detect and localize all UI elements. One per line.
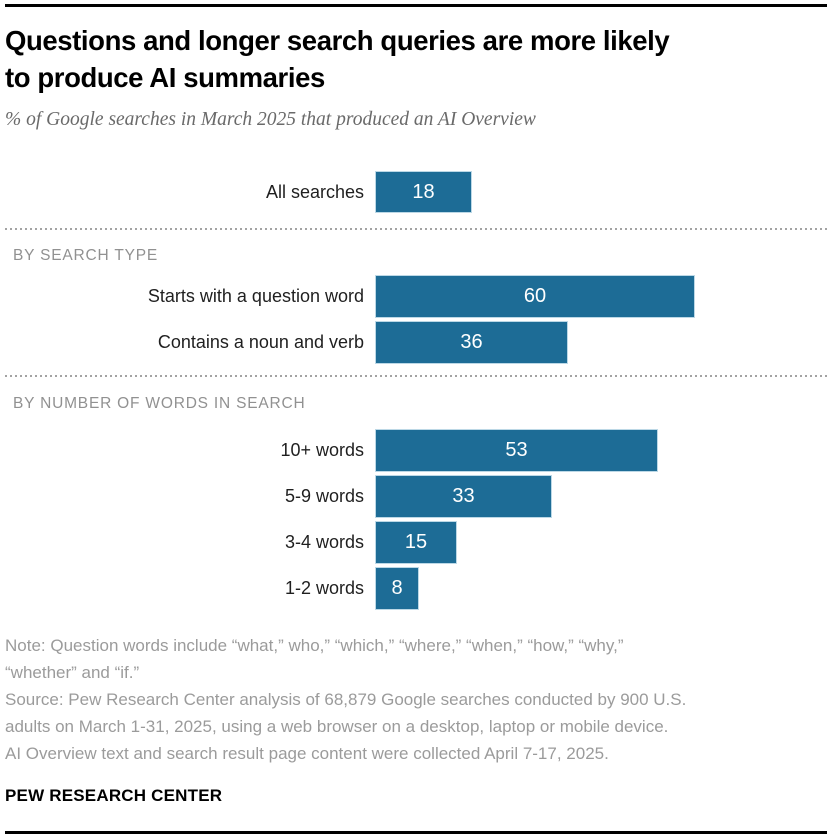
row-label-3-4-words: 3-4 words <box>284 532 364 552</box>
bar-5-9-words: 33 <box>376 476 551 517</box>
bar-value-label: 36 <box>460 331 483 353</box>
source-note-line: Source: Pew Research Center analysis of … <box>5 690 687 709</box>
bar-3-4-words: 15 <box>376 522 456 563</box>
bar-value-label: 53 <box>505 439 528 461</box>
bar-value-label: 8 <box>391 577 403 599</box>
section-header-word-count: BY NUMBER OF WORDS IN SEARCH <box>13 395 306 412</box>
source-note-line: adults on March 1-31, 2025, using a web … <box>5 717 669 736</box>
bar-value-label: 15 <box>404 531 428 553</box>
top-rule <box>5 4 827 7</box>
bar-all-searches: 18 <box>376 172 471 212</box>
bar-value-label: 18 <box>412 180 435 203</box>
row-label-1-2-words: 1-2 words <box>284 578 364 598</box>
row-label-question-word: Starts with a question word <box>147 286 364 306</box>
bar-value-label: 33 <box>452 485 475 507</box>
row-label-noun-verb: Contains a noun and verb <box>157 332 364 352</box>
section-header-search-type: BY SEARCH TYPE <box>13 247 159 264</box>
chart-title-line-1: Questions and longer search queries are … <box>5 25 670 56</box>
bar-1-2-words: 8 <box>376 568 418 609</box>
chart-subtitle: % of Google searches in March 2025 that … <box>5 109 536 130</box>
bar-question-word: 60 <box>376 276 694 317</box>
bottom-rule <box>5 831 827 834</box>
row-label-all-searches: All searches <box>265 182 364 202</box>
bar-value-label: 60 <box>523 285 547 307</box>
brand-footer: PEW RESEARCH CENTER <box>5 786 223 805</box>
row-label-5-9-words: 5-9 words <box>284 486 364 506</box>
section-divider <box>5 375 827 377</box>
chart-note-line: Note: Question words include “what,” who… <box>5 636 624 655</box>
bar-noun-verb: 36 <box>376 322 567 363</box>
chart-note-line: “whether” and “if.” <box>5 663 140 682</box>
section-divider <box>5 228 827 230</box>
chart-title-line-2: to produce AI summaries <box>5 62 325 93</box>
row-label-10plus-words: 10+ words <box>280 440 364 460</box>
bar-10plus-words: 53 <box>376 430 657 471</box>
chart-title: Questions and longer search queries are … <box>5 22 831 96</box>
source-note-line: AI Overview text and search result page … <box>5 744 609 763</box>
